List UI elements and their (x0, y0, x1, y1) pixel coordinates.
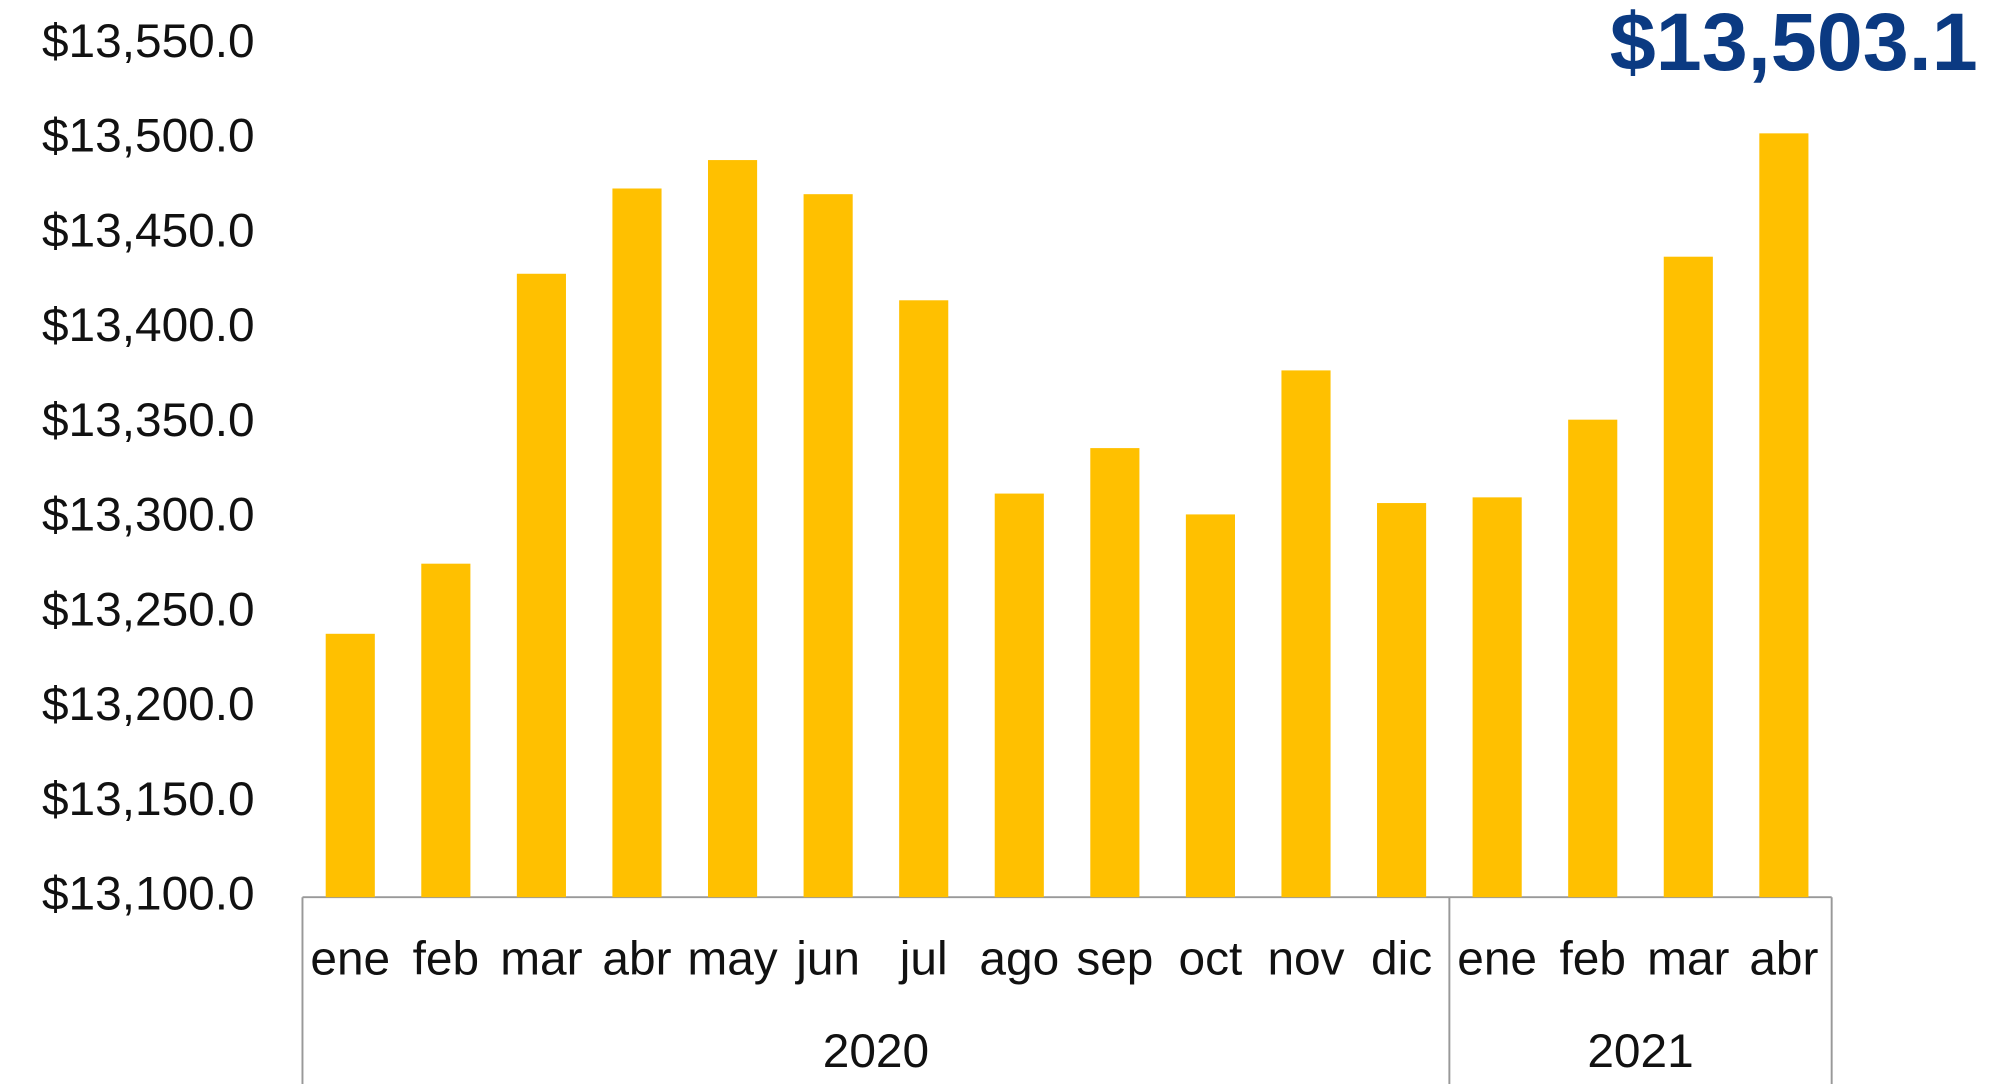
x-tick-label: ene (310, 933, 390, 986)
x-tick-label: may (687, 933, 778, 986)
x-tick-label: oct (1179, 933, 1243, 986)
bar (1759, 133, 1809, 898)
bar (1568, 419, 1618, 898)
y-tick-label: $13,150.0 (42, 773, 255, 826)
bar (421, 563, 471, 898)
x-tick-label: jul (898, 933, 948, 986)
y-tick-label: $13,200.0 (42, 678, 255, 731)
x-tick-label: ene (1457, 933, 1537, 986)
bar (994, 493, 1044, 898)
x-tick-label: nov (1267, 933, 1344, 986)
bar (612, 188, 662, 898)
group-label: 2021 (1587, 1026, 1693, 1079)
bar (1090, 448, 1140, 898)
x-tick-label: ago (979, 933, 1059, 986)
y-tick-label: $13,550.0 (42, 15, 255, 68)
x-tick-label: feb (413, 933, 479, 986)
y-tick-label: $13,350.0 (42, 394, 255, 447)
bar (803, 194, 853, 898)
y-tick-label: $13,450.0 (42, 205, 255, 258)
bar (1185, 514, 1235, 898)
bar (516, 273, 566, 898)
bar (1377, 503, 1427, 898)
y-tick-label: $13,300.0 (42, 489, 255, 542)
bar (1663, 256, 1713, 898)
x-tick-label: mar (1647, 933, 1729, 986)
x-tick-label: abr (1749, 933, 1818, 986)
y-tick-label: $13,500.0 (42, 110, 255, 163)
bar (325, 633, 375, 898)
group-label: 2020 (823, 1026, 929, 1079)
x-tick-label: abr (602, 933, 671, 986)
bar (899, 300, 949, 898)
x-tick-label: jun (794, 933, 860, 986)
x-tick-label: mar (500, 933, 582, 986)
y-tick-label: $13,400.0 (42, 299, 255, 352)
bar (1472, 497, 1522, 898)
y-tick-label: $13,100.0 (42, 868, 255, 921)
bar (1281, 370, 1331, 898)
bar (708, 160, 758, 898)
y-tick-label: $13,250.0 (42, 584, 255, 637)
x-tick-label: dic (1371, 933, 1432, 986)
annotation: $13,503.1 (1610, 0, 1978, 88)
x-tick-label: sep (1076, 933, 1153, 986)
x-tick-label: feb (1559, 933, 1625, 986)
